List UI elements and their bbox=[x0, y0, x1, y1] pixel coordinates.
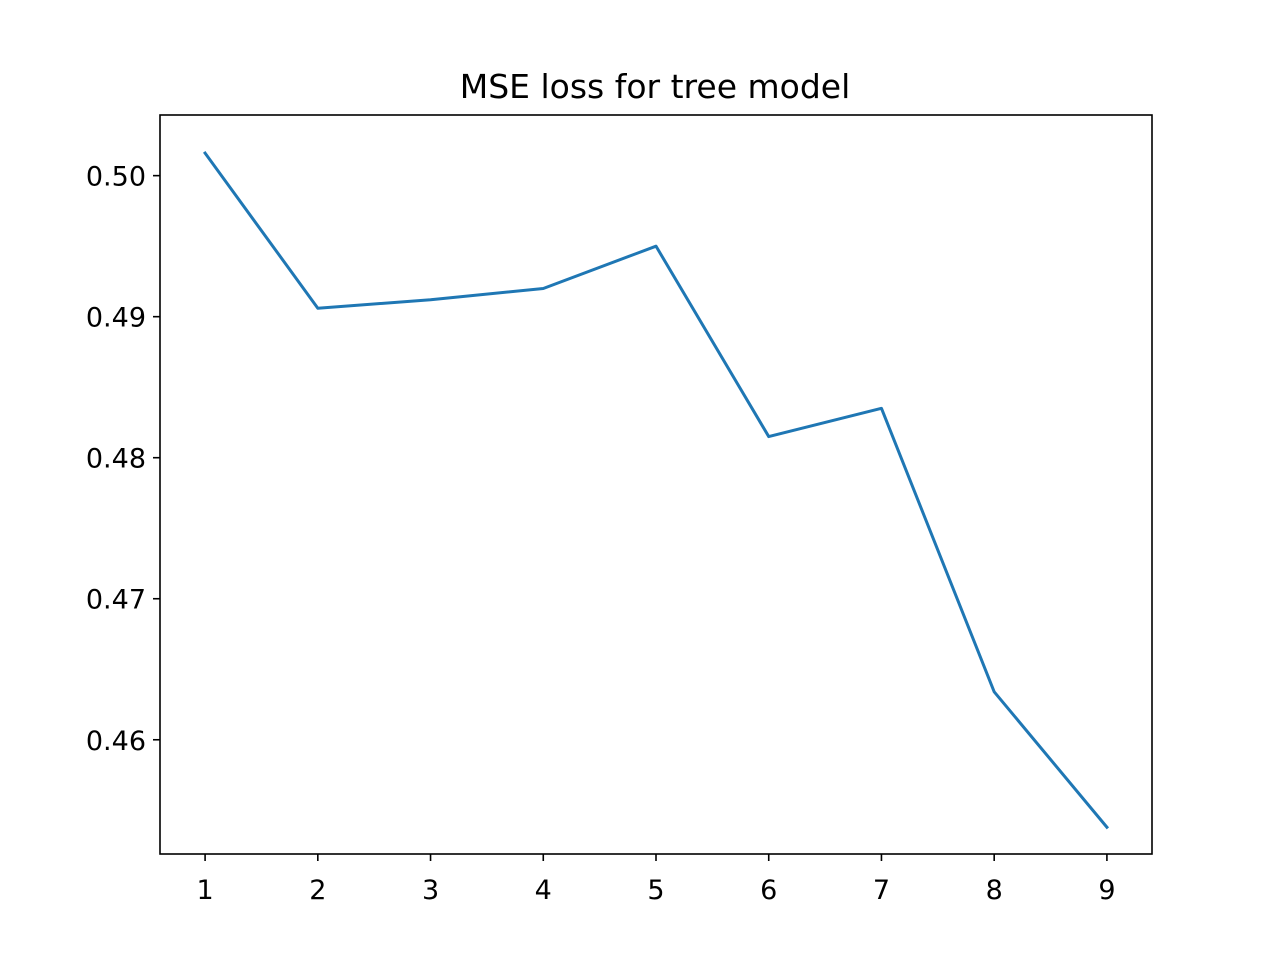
x-tick-label: 1 bbox=[196, 875, 213, 906]
x-tick-label: 6 bbox=[760, 875, 777, 906]
x-tick-label: 5 bbox=[647, 875, 664, 906]
x-tick-label: 2 bbox=[309, 875, 326, 906]
y-tick-label: 0.46 bbox=[86, 726, 146, 757]
x-tick-label: 4 bbox=[535, 875, 552, 906]
x-tick-label: 8 bbox=[986, 875, 1003, 906]
series-layer bbox=[202, 150, 1110, 830]
y-axis-ticks: 0.46 0.47 0.48 0.49 0.50 bbox=[86, 162, 160, 757]
x-tick-label: 3 bbox=[422, 875, 439, 906]
series-line bbox=[202, 150, 1110, 830]
x-axis-ticks: 1 2 3 4 5 6 7 8 9 bbox=[196, 854, 1116, 906]
y-tick-label: 0.47 bbox=[86, 585, 146, 616]
y-tick-label: 0.50 bbox=[86, 162, 146, 193]
plot-frame bbox=[159, 114, 1153, 855]
y-tick-label: 0.49 bbox=[86, 303, 146, 334]
chart-title: MSE loss for tree model bbox=[460, 67, 851, 106]
x-tick-label: 7 bbox=[873, 875, 890, 906]
y-tick-label: 0.48 bbox=[86, 444, 146, 475]
x-tick-label: 9 bbox=[1098, 875, 1115, 906]
